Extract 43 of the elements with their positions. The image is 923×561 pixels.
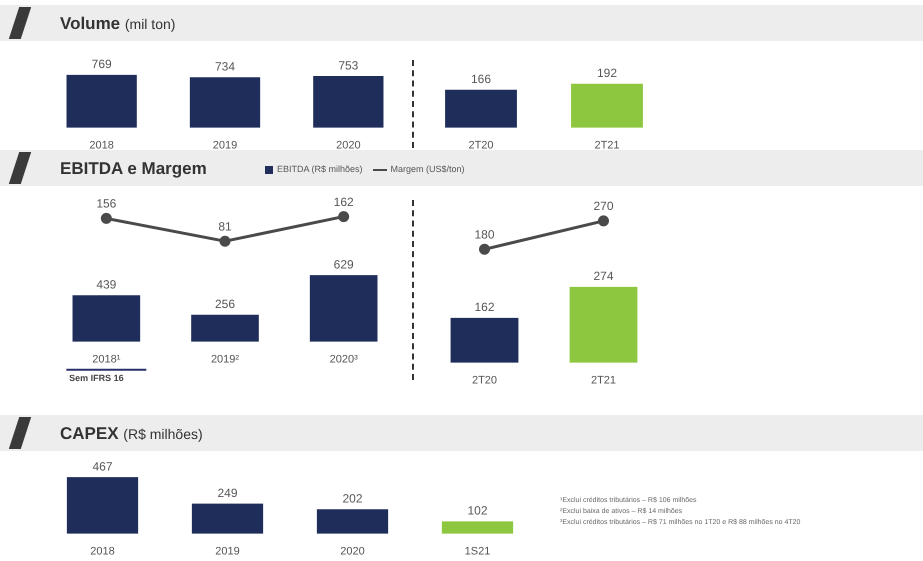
data-label: 192 bbox=[596, 66, 618, 80]
data-label: 166 bbox=[470, 72, 492, 86]
legend-label: Margem (US$/ton) bbox=[390, 164, 465, 174]
data-label: 769 bbox=[92, 57, 112, 72]
chart-title: EBITDA e Margem bbox=[60, 159, 207, 178]
x-tick-label: 2T20 bbox=[468, 139, 494, 152]
data-label: 102 bbox=[467, 504, 488, 518]
data-label: 753 bbox=[338, 58, 359, 72]
data-label: 180 bbox=[474, 228, 495, 242]
data-label: 202 bbox=[342, 492, 363, 506]
data-label: 270 bbox=[593, 199, 614, 214]
data-label: 467 bbox=[92, 459, 113, 474]
data-label: 156 bbox=[96, 196, 117, 211]
data-label: 249 bbox=[217, 486, 238, 500]
data-label: 734 bbox=[214, 60, 236, 74]
data-label: 162 bbox=[474, 300, 495, 314]
x-tick-label: 2020 bbox=[340, 545, 365, 558]
x-tick-label: 2018¹ bbox=[92, 353, 121, 366]
x-tick-label: 2020 bbox=[336, 139, 361, 152]
bar bbox=[192, 504, 264, 534]
data-label: 162 bbox=[334, 194, 354, 209]
x-tick-label: 2T21 bbox=[594, 139, 620, 152]
chart-title: Volume (mil ton) bbox=[60, 14, 176, 33]
x-tick-label: 2018 bbox=[90, 545, 115, 558]
x-tick-label: 2018 bbox=[89, 139, 114, 152]
x-tick-label: 2019 bbox=[215, 545, 240, 558]
x-tick-label: 1S21 bbox=[464, 545, 490, 558]
x-tick-label: 2019 bbox=[212, 139, 238, 152]
data-label: 81 bbox=[218, 220, 232, 234]
bar bbox=[442, 521, 514, 534]
legend-label: EBITDA (R$ milhões) bbox=[277, 164, 363, 174]
data-label: 256 bbox=[214, 297, 236, 311]
text: Sem IFRS 16 bbox=[69, 372, 124, 383]
bar bbox=[66, 477, 138, 534]
x-tick-label: 2019² bbox=[210, 353, 240, 366]
data-label: 274 bbox=[593, 269, 614, 284]
x-tick-label: 2T20 bbox=[472, 374, 498, 386]
data-label: 629 bbox=[334, 257, 354, 272]
bar bbox=[316, 509, 388, 534]
x-tick-label: 2020³ bbox=[330, 353, 358, 366]
chart-title: CAPEX (R$ milhões) bbox=[60, 424, 203, 443]
x-tick-label: 2T21 bbox=[590, 374, 616, 386]
data-label: 439 bbox=[96, 278, 117, 292]
